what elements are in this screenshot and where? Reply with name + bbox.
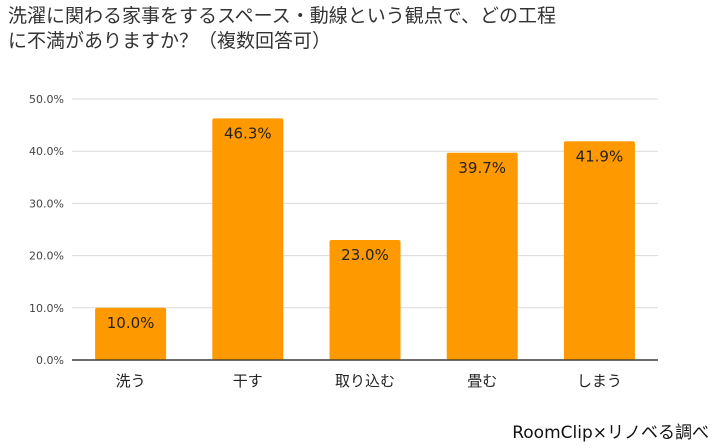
bar-value-label: 39.7% xyxy=(458,159,506,177)
chart-title: 洗濯に関わる家事をするスペース・動線という観点で、どの工程 に不満がありますか？… xyxy=(8,4,708,54)
y-tick-label: 0.0% xyxy=(36,354,64,367)
bar-value-label: 23.0% xyxy=(341,246,389,264)
bar xyxy=(329,239,401,360)
bar xyxy=(95,307,167,360)
y-tick-label: 20.0% xyxy=(29,250,64,263)
source-credit: RoomClip×リノベる調べ xyxy=(512,423,709,443)
bar-value-label: 46.3% xyxy=(224,124,272,142)
y-tick-label: 40.0% xyxy=(29,145,64,158)
x-category-label: 干す xyxy=(233,372,263,390)
bar xyxy=(563,141,635,360)
bar xyxy=(212,118,284,361)
y-tick-label: 30.0% xyxy=(29,197,64,210)
x-category-label: 洗う xyxy=(116,372,146,390)
x-category-label: 畳む xyxy=(467,372,497,390)
chart-title-line-2: に不満がありますか？（複数回答可） xyxy=(8,30,332,52)
x-category-label: 取り込む xyxy=(335,372,395,390)
bar-value-label: 41.9% xyxy=(576,147,624,165)
chart-title-line-1: 洗濯に関わる家事をするスペース・動線という観点で、どの工程 xyxy=(8,5,556,27)
bar xyxy=(446,152,518,360)
y-tick-label: 50.0% xyxy=(29,93,64,106)
bar-value-label: 10.0% xyxy=(107,314,155,332)
x-category-label: しまう xyxy=(577,372,622,390)
y-tick-label: 10.0% xyxy=(29,302,64,315)
